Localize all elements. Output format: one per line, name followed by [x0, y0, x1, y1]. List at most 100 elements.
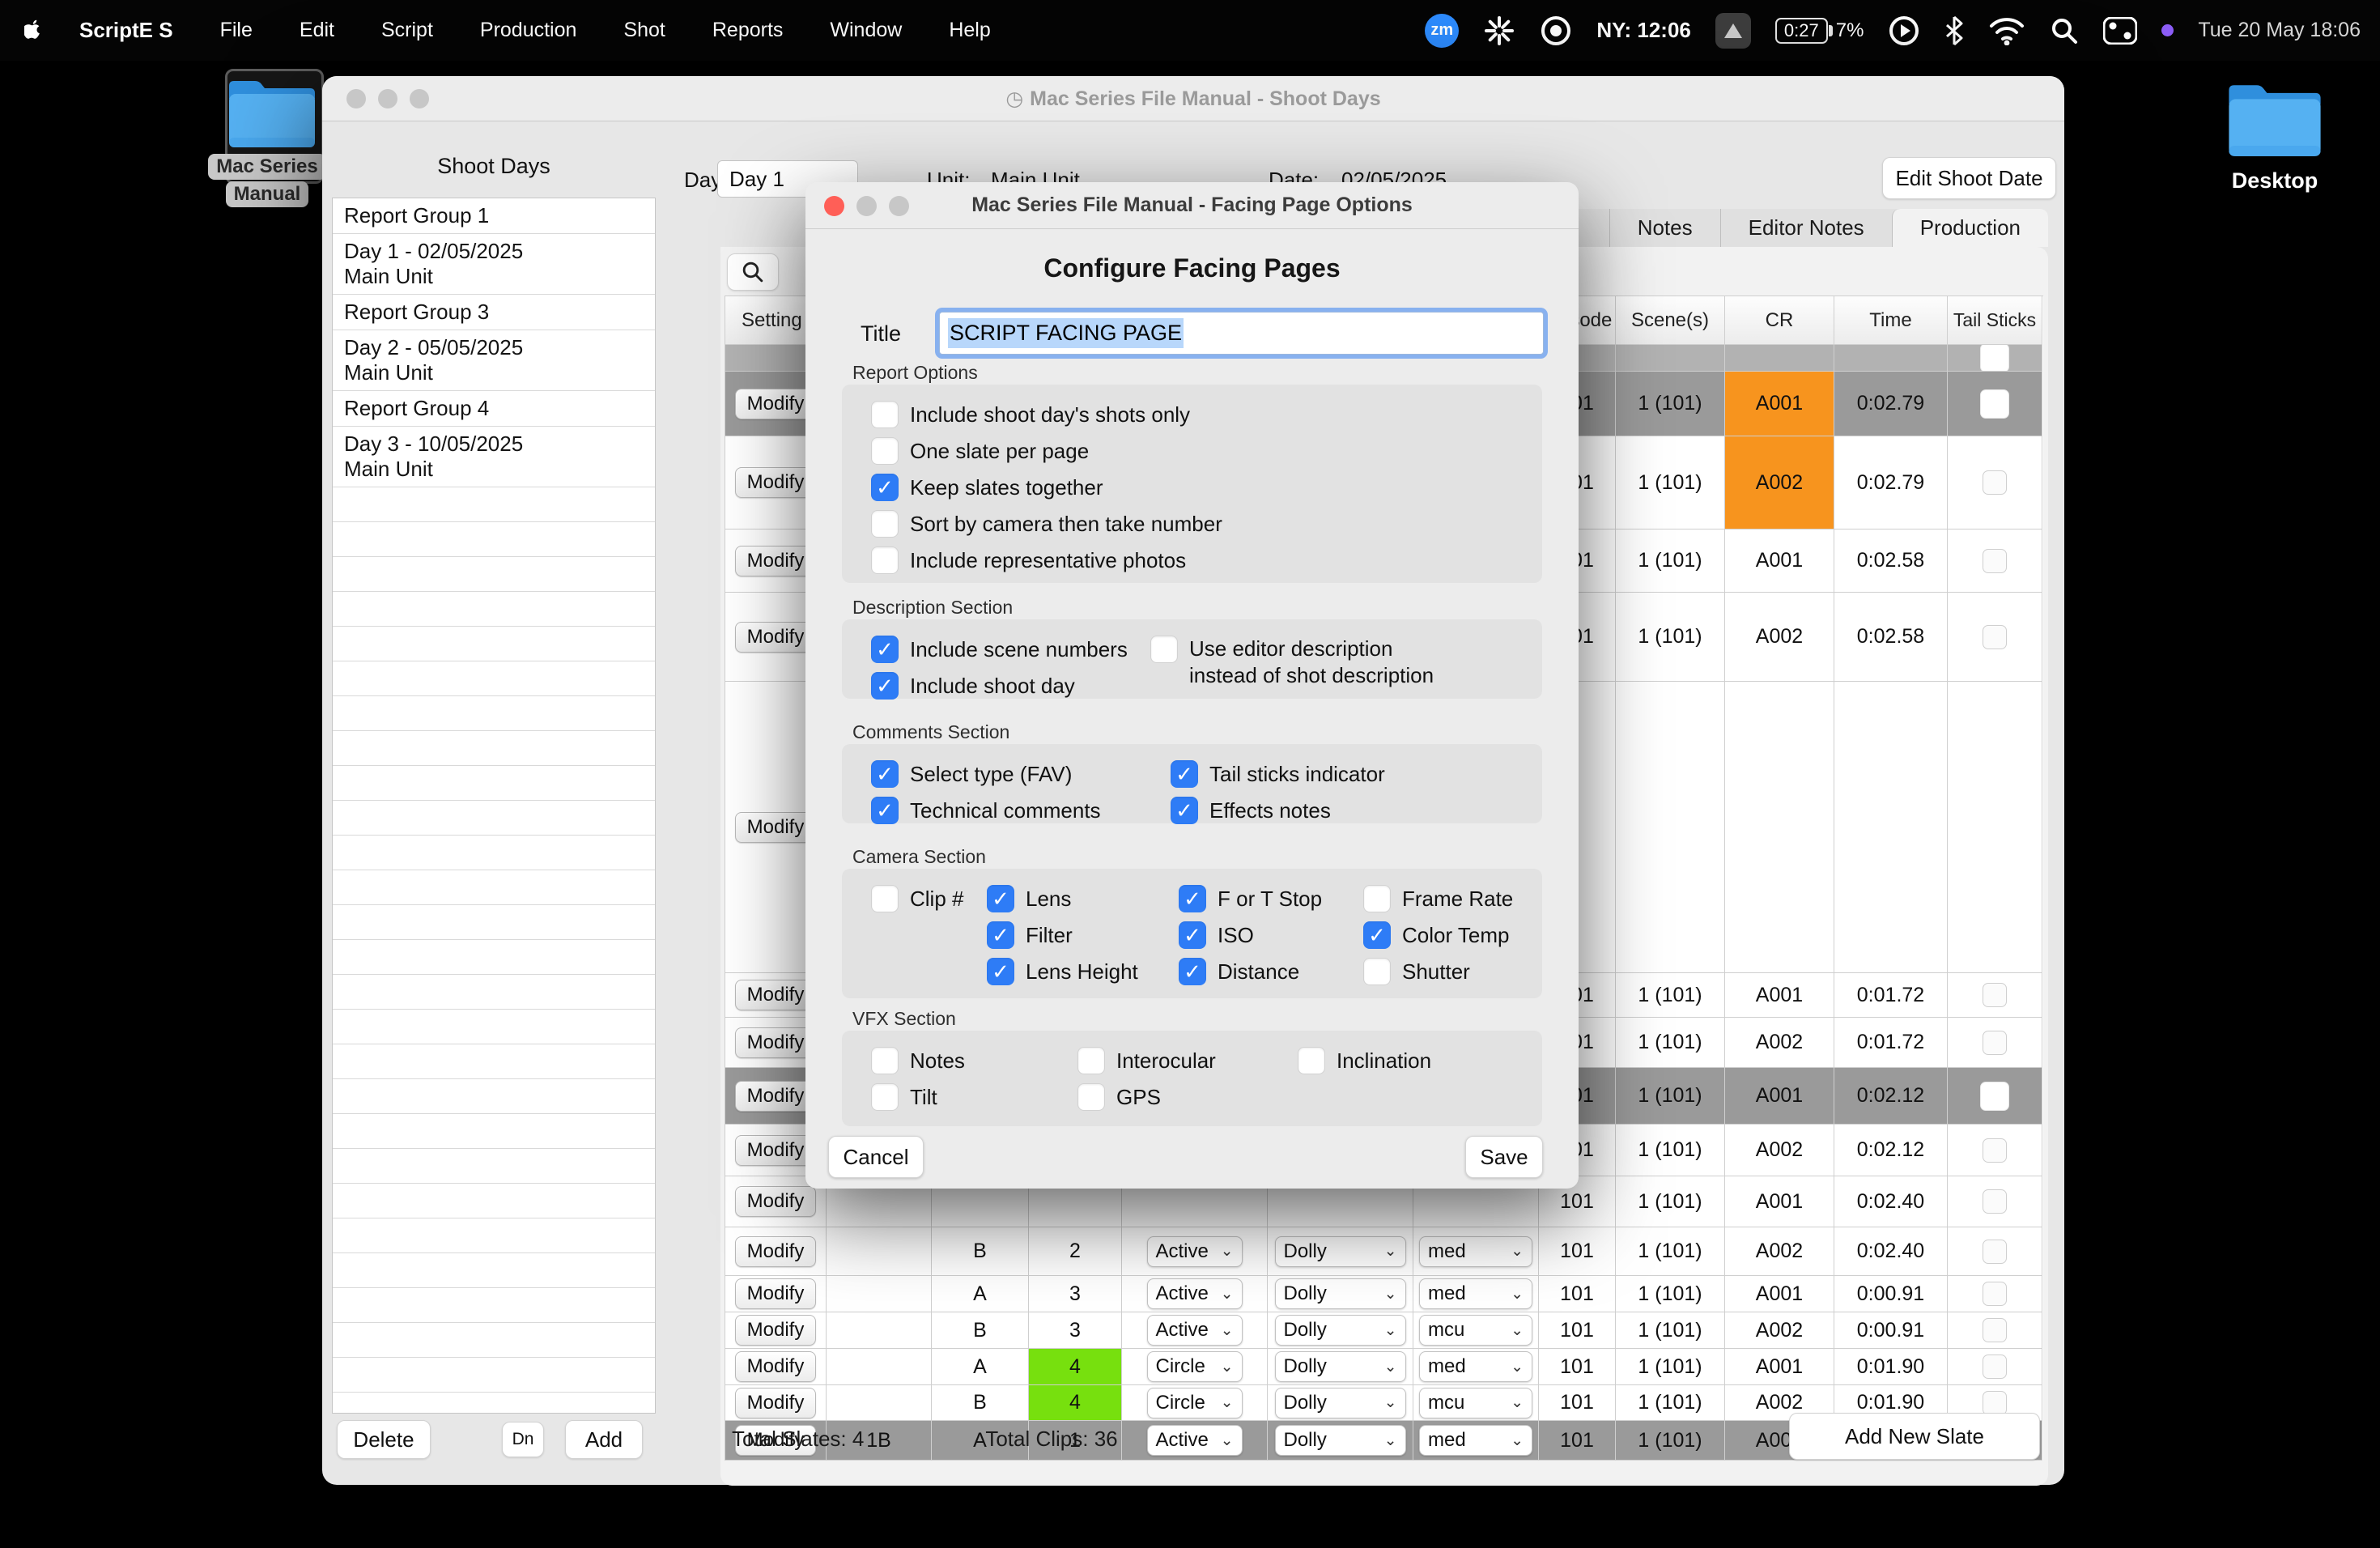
checkbox-lens[interactable]: ✓: [987, 885, 1014, 912]
checkbox-select-type-fav-[interactable]: ✓: [871, 760, 899, 788]
checkbox-include-shoot-day[interactable]: ✓: [871, 672, 899, 700]
dolly-select[interactable]: Dolly ⌄: [1274, 1387, 1406, 1418]
add-new-slate-button[interactable]: Add New Slate: [1789, 1413, 2040, 1460]
dn-button[interactable]: Dn: [502, 1422, 544, 1457]
tail-sticks-checkbox[interactable]: [1983, 1138, 2007, 1163]
dolly-select[interactable]: Dolly ⌄: [1274, 1425, 1406, 1456]
edit-shoot-date-button[interactable]: Edit Shoot Date: [1882, 157, 2056, 199]
checkbox-tilt[interactable]: [871, 1083, 899, 1111]
table-row[interactable]: Modify B 3 Active ⌄ Dolly ⌄ mcu ⌄ 101 1 (101) A002 0…: [725, 1312, 2043, 1349]
checkbox-item[interactable]: ✓ Include scene numbers: [871, 636, 1150, 663]
dolly-select[interactable]: Dolly ⌄: [1274, 1351, 1406, 1382]
checkbox-effects-notes[interactable]: ✓: [1171, 797, 1198, 824]
dolly-select[interactable]: Dolly ⌄: [1274, 1235, 1406, 1267]
checkbox-lens-height[interactable]: ✓: [987, 958, 1014, 985]
menu-item-edit[interactable]: Edit: [299, 19, 334, 41]
checkbox-item[interactable]: Include shoot day's shots only: [871, 401, 1542, 428]
checkbox-item[interactable]: Sort by camera then take number: [871, 510, 1542, 538]
checkbox-item[interactable]: Include representative photos: [871, 546, 1542, 574]
menu-item-window[interactable]: Window: [830, 19, 903, 41]
checkbox-keep-slates-together[interactable]: ✓: [871, 474, 899, 501]
checkbox-item[interactable]: ✓ Lens: [987, 885, 1179, 912]
checkbox-item[interactable]: ✓ Select type (FAV): [871, 760, 1171, 788]
checkbox-interocular[interactable]: [1077, 1047, 1105, 1074]
checkbox-shutter[interactable]: [1363, 958, 1391, 985]
control-center-icon[interactable]: [2103, 16, 2138, 45]
wifi-icon[interactable]: [1988, 16, 2025, 45]
battery-indicator[interactable]: 0:27 7%: [1774, 17, 1864, 44]
menu-item-help[interactable]: Help: [949, 19, 991, 41]
modify-button[interactable]: Modify: [734, 388, 817, 419]
menu-item-script[interactable]: Script: [380, 19, 433, 41]
record-status-icon[interactable]: [1540, 15, 1572, 47]
window-minimize-button[interactable]: [378, 89, 397, 108]
table-row[interactable]: Modify 101 1 (101) A001 0:02.40: [725, 1176, 2043, 1227]
checkbox-include-representative-photos[interactable]: [871, 546, 899, 574]
modify-button[interactable]: Modify: [734, 1278, 817, 1309]
tab-production[interactable]: Production: [1891, 209, 2048, 247]
size-select[interactable]: med ⌄: [1419, 1278, 1532, 1309]
modify-button[interactable]: Modify: [734, 1080, 817, 1112]
dolly-select[interactable]: Dolly ⌄: [1274, 1315, 1406, 1346]
menu-item-shot[interactable]: Shot: [623, 19, 665, 41]
apple-menu-icon[interactable]: [24, 19, 45, 43]
table-row[interactable]: Modify A 4 Circle ⌄ Dolly ⌄ med ⌄ 101 1 (101) A001 0…: [725, 1349, 2043, 1385]
checkbox-item[interactable]: One slate per page: [871, 437, 1542, 465]
checkbox-item[interactable]: ✓ Include shoot day: [871, 672, 1150, 700]
checkbox-item[interactable]: Inclination: [1298, 1047, 1431, 1074]
checkbox-filter[interactable]: ✓: [987, 921, 1014, 949]
status-select[interactable]: Active ⌄: [1146, 1278, 1243, 1309]
menu-item-scripte-s[interactable]: ScriptE S: [79, 18, 173, 42]
play-status-icon[interactable]: [1888, 15, 1920, 47]
checkbox-item[interactable]: Use editor description instead of shot d…: [1150, 636, 1456, 689]
modify-button[interactable]: Modify: [734, 1315, 817, 1346]
checkbox-item[interactable]: Clip #: [871, 885, 987, 912]
modify-button[interactable]: Modify: [734, 1235, 817, 1267]
sidebar-item[interactable]: Report Group 4: [333, 391, 655, 427]
save-button[interactable]: Save: [1465, 1136, 1543, 1178]
checkbox-f-or-t-stop[interactable]: ✓: [1179, 885, 1206, 912]
tail-sticks-checkbox[interactable]: [1980, 389, 2009, 419]
tail-sticks-checkbox[interactable]: [1983, 1030, 2007, 1055]
desktop-folder-mac-series-manual[interactable]: Mac Series Manual: [206, 74, 328, 207]
dark-app-icon[interactable]: [1715, 12, 1751, 49]
checkbox-inclination[interactable]: [1298, 1047, 1325, 1074]
dialog-minimize-button[interactable]: [856, 196, 877, 216]
checkbox-technical-comments[interactable]: ✓: [871, 797, 899, 824]
sidebar-item[interactable]: Day 3 - 10/05/2025 Main Unit: [333, 427, 655, 487]
menu-item-production[interactable]: Production: [479, 19, 577, 41]
menu-clock[interactable]: Tue 20 May 18:06: [2198, 19, 2361, 41]
tail-sticks-checkbox[interactable]: [1980, 345, 2009, 371]
checkbox-distance[interactable]: ✓: [1179, 958, 1206, 985]
tab-editor-notes[interactable]: Editor Notes: [1719, 209, 1892, 247]
status-select[interactable]: Active ⌄: [1146, 1235, 1243, 1267]
checkbox-item[interactable]: ✓ ISO: [1179, 921, 1363, 949]
modify-button[interactable]: Modify: [734, 811, 817, 843]
checkbox-item[interactable]: ✓ Tail sticks indicator: [1171, 760, 1385, 788]
checkbox-item[interactable]: Tilt: [871, 1083, 1077, 1111]
modify-button[interactable]: Modify: [734, 1351, 817, 1382]
tail-sticks-checkbox[interactable]: [1980, 1081, 2009, 1111]
desktop-folder-desktop[interactable]: Desktop: [2202, 78, 2348, 194]
checkbox-tail-sticks-indicator[interactable]: ✓: [1171, 760, 1198, 788]
sidebar-item[interactable]: Report Group 3: [333, 295, 655, 330]
checkbox-item[interactable]: ✓ Distance: [1179, 958, 1363, 985]
search-button[interactable]: [727, 253, 779, 291]
dialog-close-button[interactable]: [824, 196, 844, 216]
dialog-zoom-button[interactable]: [889, 196, 909, 216]
bluetooth-icon[interactable]: [1944, 15, 1964, 46]
checkbox-item[interactable]: ✓ Effects notes: [1171, 797, 1385, 824]
modify-button[interactable]: Modify: [734, 1387, 817, 1418]
checkbox-one-slate-per-page[interactable]: [871, 437, 899, 465]
shoot-days-list[interactable]: Report Group 1 Day 1 - 02/05/2025 Main Uni…: [332, 198, 656, 1414]
table-row[interactable]: Modify A 3 Active ⌄ Dolly ⌄ med ⌄ 101 1 (101) A001 0…: [725, 1276, 2043, 1312]
modify-button[interactable]: Modify: [734, 467, 817, 498]
tail-sticks-checkbox[interactable]: [1983, 470, 2007, 495]
delete-button[interactable]: Delete: [337, 1420, 431, 1459]
checkbox-clip-[interactable]: [871, 885, 899, 912]
checkbox-include-shoot-day-s-shots-only[interactable]: [871, 401, 899, 428]
checkbox-color-temp[interactable]: ✓: [1363, 921, 1391, 949]
checkbox-item[interactable]: Shutter: [1363, 958, 1513, 985]
checkbox-item[interactable]: Interocular: [1077, 1047, 1298, 1074]
